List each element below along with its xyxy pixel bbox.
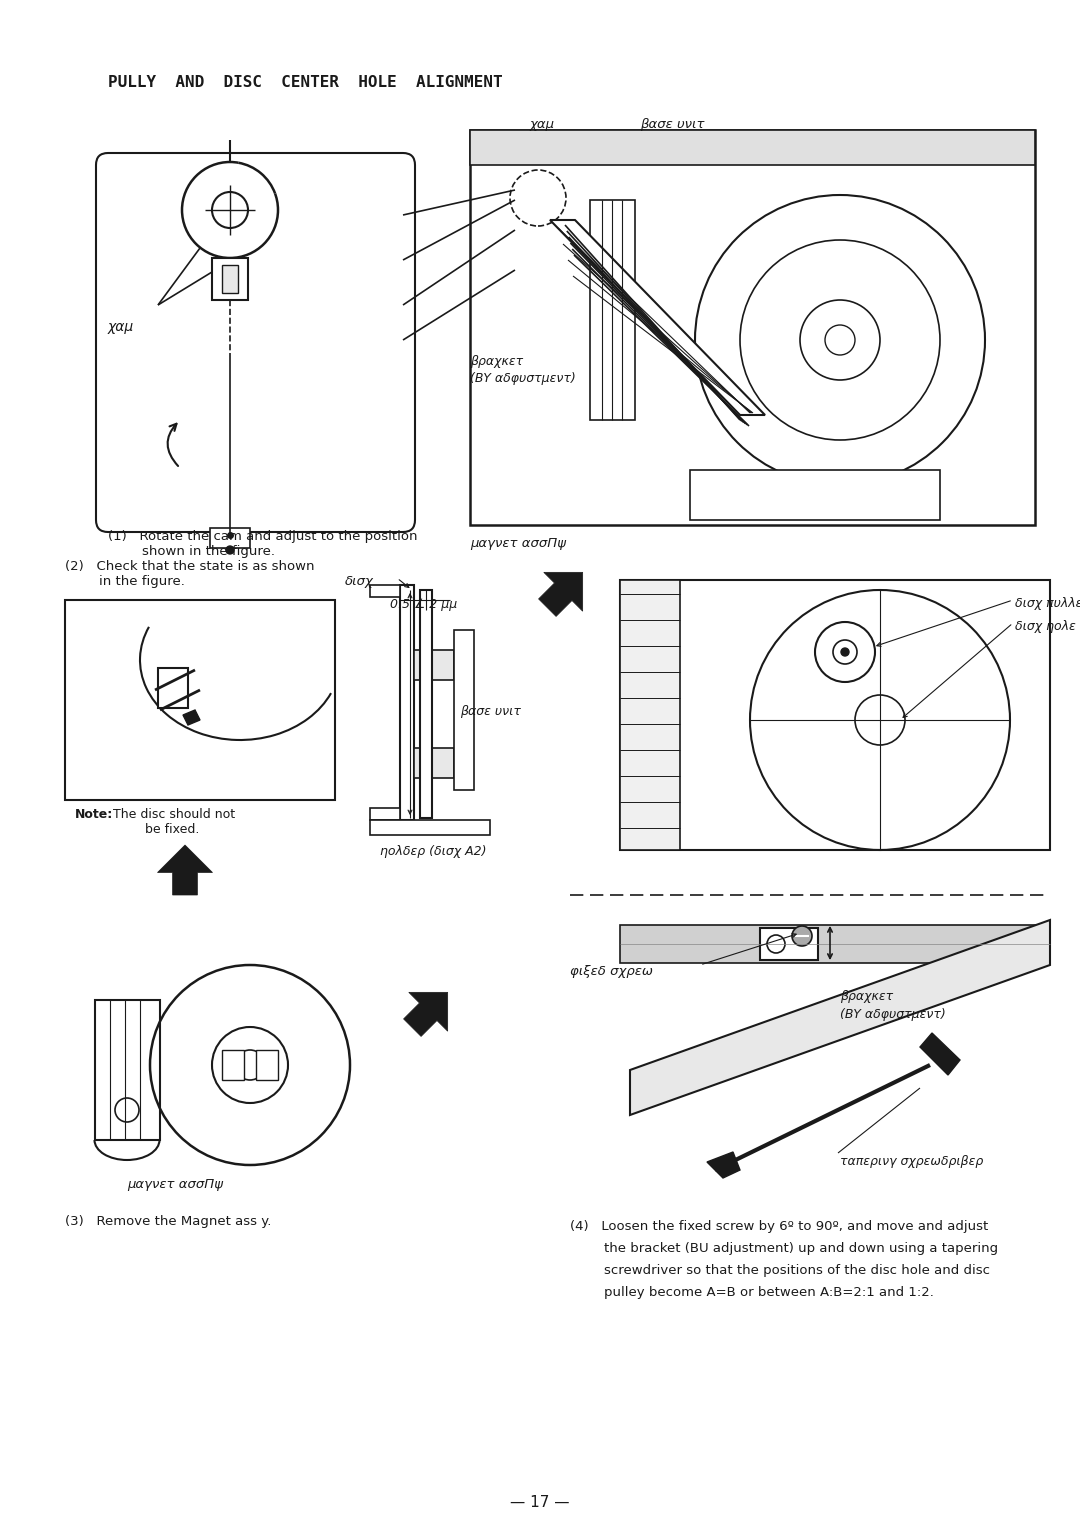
Text: — 17 —: — 17 — <box>510 1494 570 1510</box>
Text: (4)   Loosen the fixed screw by 6º to 90º, and move and adjust: (4) Loosen the fixed screw by 6º to 90º,… <box>570 1219 988 1233</box>
Text: βασε υνιτ: βασε υνιτ <box>640 118 704 131</box>
Text: 0.5 ∠ 2 μμ: 0.5 ∠ 2 μμ <box>390 597 457 611</box>
Text: Note:: Note: <box>75 808 113 821</box>
Bar <box>158 668 188 707</box>
Circle shape <box>841 648 849 656</box>
Circle shape <box>792 926 812 946</box>
Text: φιξεδ σχρεω: φιξεδ σχρεω <box>570 966 653 978</box>
Text: δισχ ηολε: δισχ ηολε <box>1015 620 1076 633</box>
Text: screwdriver so that the positions of the disc hole and disc: screwdriver so that the positions of the… <box>570 1264 990 1277</box>
Text: PULLY  AND  DISC  CENTER  HOLE  ALIGNMENT: PULLY AND DISC CENTER HOLE ALIGNMENT <box>108 75 502 90</box>
Text: χαμ: χαμ <box>108 319 134 335</box>
Text: (BY αδφυστμεντ): (BY αδφυστμεντ) <box>470 371 576 385</box>
Bar <box>212 258 248 299</box>
Bar <box>210 529 249 549</box>
Bar <box>370 585 400 597</box>
Text: μαγνετ ασσΠψ: μαγνετ ασσΠψ <box>127 1178 222 1190</box>
Bar <box>760 927 818 960</box>
Text: ταπερινγ σχρεωδριβερ: ταπερινγ σχρεωδριβερ <box>840 1155 983 1167</box>
Bar <box>370 808 400 821</box>
Polygon shape <box>158 845 213 895</box>
Polygon shape <box>920 1033 960 1076</box>
Text: χαμ: χαμ <box>530 118 555 131</box>
Bar <box>470 130 1035 526</box>
Bar <box>620 581 1050 850</box>
Polygon shape <box>404 992 448 1036</box>
Bar <box>222 264 238 293</box>
Text: βασε υνιτ: βασε υνιτ <box>460 704 521 718</box>
Bar <box>690 471 940 520</box>
Text: βραχκετ: βραχκετ <box>840 990 893 1002</box>
Bar <box>470 130 1035 165</box>
Bar <box>256 1050 278 1080</box>
Text: ηολδερ (δισχ A2): ηολδερ (δισχ A2) <box>380 845 486 859</box>
Bar <box>95 999 160 1140</box>
Text: (BY αδφυστμεντ): (BY αδφυστμεντ) <box>840 1008 946 1021</box>
Bar <box>420 590 432 817</box>
Text: βραχκετ: βραχκετ <box>470 354 523 368</box>
Bar <box>590 200 635 420</box>
Text: δισχ πυλλεψ: δισχ πυλλεψ <box>1015 597 1080 610</box>
Text: the bracket (BU adjustment) up and down using a tapering: the bracket (BU adjustment) up and down … <box>570 1242 998 1254</box>
Text: (2)   Check that the state is as shown
        in the figure.: (2) Check that the state is as shown in … <box>65 559 314 588</box>
Polygon shape <box>707 1152 740 1178</box>
Polygon shape <box>539 573 583 616</box>
Text: The disc should not
        be fixed.: The disc should not be fixed. <box>113 808 235 836</box>
Bar <box>370 821 490 834</box>
Circle shape <box>226 545 234 555</box>
Bar <box>414 649 454 680</box>
Text: pulley become A=B or between A:B=2:1 and 1:2.: pulley become A=B or between A:B=2:1 and… <box>570 1287 934 1299</box>
Bar <box>454 630 474 790</box>
Bar <box>620 924 1050 963</box>
FancyBboxPatch shape <box>96 153 415 532</box>
Polygon shape <box>630 920 1050 1115</box>
Text: δισχ: δισχ <box>345 575 374 588</box>
Bar <box>65 601 335 801</box>
Bar <box>400 585 414 821</box>
Bar <box>414 749 454 778</box>
Bar <box>620 581 680 850</box>
Text: (3)   Remove the Magnet ass y.: (3) Remove the Magnet ass y. <box>65 1215 271 1229</box>
Polygon shape <box>550 220 765 416</box>
Text: μαγνετ ασσΠψ: μαγνετ ασσΠψ <box>470 536 566 550</box>
Text: (1)   Rotate the cam and adjust to the position
        shown in the figure.: (1) Rotate the cam and adjust to the pos… <box>108 530 418 558</box>
Bar <box>222 1050 244 1080</box>
Polygon shape <box>183 711 200 724</box>
